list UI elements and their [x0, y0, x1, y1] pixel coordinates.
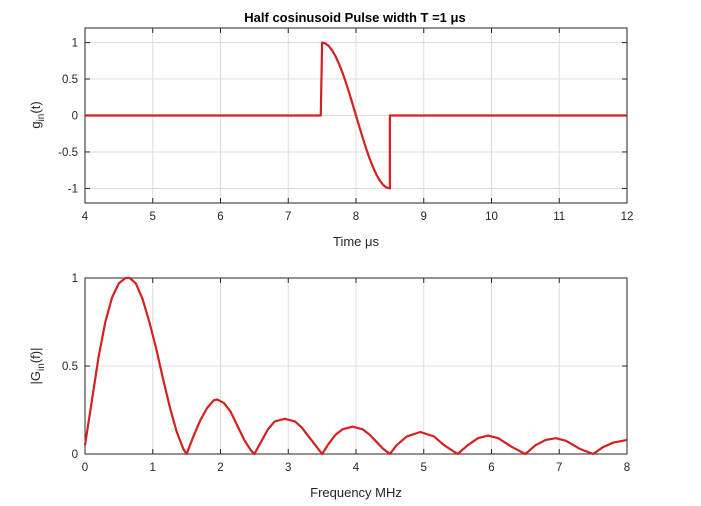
x-tick-label: 12	[621, 211, 634, 223]
time-signal-line	[85, 41, 627, 190]
frequency-plot-xlabel: Frequency MHz	[310, 485, 402, 500]
y-tick-label: 1	[72, 38, 78, 50]
y-tick-label: 1	[72, 273, 78, 285]
x-tick-label: 11	[553, 211, 565, 223]
x-tick-label: 4	[82, 211, 89, 223]
x-tick-label: 1	[150, 462, 156, 474]
x-tick-label: 5	[150, 211, 156, 223]
x-tick-label: 4	[353, 462, 360, 474]
y-tick-label: 0.5	[62, 361, 78, 373]
frequency-plot-grid	[85, 278, 627, 454]
x-tick-label: 8	[624, 462, 630, 474]
time-plot-title: Half cosinusoid Pulse width T =1 μs	[244, 10, 465, 25]
y-tick-label: -1	[68, 183, 78, 195]
time-domain-plot: Half cosinusoid Pulse width T =1 μs 4 5 6 7…	[28, 10, 633, 249]
frequency-plot-ylabel: |Gin(f)|	[28, 348, 47, 385]
frequency-domain-plot: 0 1 2 3 4 5 6 7 8 1 0.5 0 Frequency MHz |Gin(f)|	[28, 273, 630, 500]
x-tick-label: 3	[285, 462, 291, 474]
x-tick-label: 5	[421, 462, 427, 474]
x-tick-label: 6	[488, 462, 494, 474]
y-tick-label: -0.5	[58, 147, 78, 159]
y-tick-label: 0.5	[62, 74, 78, 86]
spectrum-magnitude-line	[83, 276, 628, 456]
time-plot-ylabel: gin(t)	[28, 101, 47, 128]
time-plot-ticks: 4 5 6 7 8 9 10 11 12 1 0.5 0 -0.5 -1	[58, 28, 633, 223]
x-tick-label: 0	[82, 462, 88, 474]
x-tick-label: 10	[485, 211, 498, 223]
x-tick-label: 6	[217, 211, 223, 223]
y-tick-label: 0	[72, 111, 78, 123]
y-tick-label: 0	[72, 449, 78, 461]
x-tick-label: 7	[556, 462, 562, 474]
x-tick-label: 9	[421, 211, 427, 223]
x-tick-label: 7	[285, 211, 291, 223]
frequency-plot-ticks: 0 1 2 3 4 5 6 7 8 1 0.5 0	[62, 273, 630, 474]
time-plot-xlabel: Time μs	[333, 234, 380, 249]
x-tick-label: 8	[353, 211, 359, 223]
x-tick-label: 2	[217, 462, 223, 474]
